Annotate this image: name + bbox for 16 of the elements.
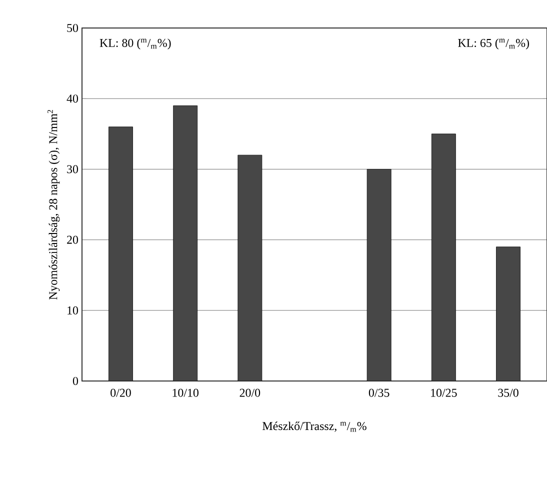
annotation: KL: 65 ($^{m}$/$_{m}$%) <box>458 38 530 50</box>
y-tick-label: 50 <box>67 24 78 32</box>
y-tick-label: 20 <box>67 236 78 244</box>
y-axis-title: Nyomószilárdság, 28 napos (σ), N/mm$^{2}$ <box>47 110 60 300</box>
y-tick-label: 40 <box>66 94 78 103</box>
annotation: KL: 80 ($^{m}$/$_{m}$%) <box>100 38 171 50</box>
x-tick-label: 10/25 <box>431 388 457 397</box>
x-tick-label: 0/35 <box>368 388 390 397</box>
y-tick-label: 0 <box>72 376 78 386</box>
x-tick-label: 20/0 <box>240 388 260 397</box>
y-tick-label: 30 <box>67 165 78 174</box>
y-tick-label: 10 <box>68 306 78 314</box>
x-axis-title: Mészkő/Trassz, $^{m}$/$_{m}$% <box>262 422 366 432</box>
x-tick-label: 10/10 <box>172 388 198 397</box>
x-tick-label: 35/0 <box>498 388 518 397</box>
x-tick-label: 0/20 <box>110 388 131 397</box>
